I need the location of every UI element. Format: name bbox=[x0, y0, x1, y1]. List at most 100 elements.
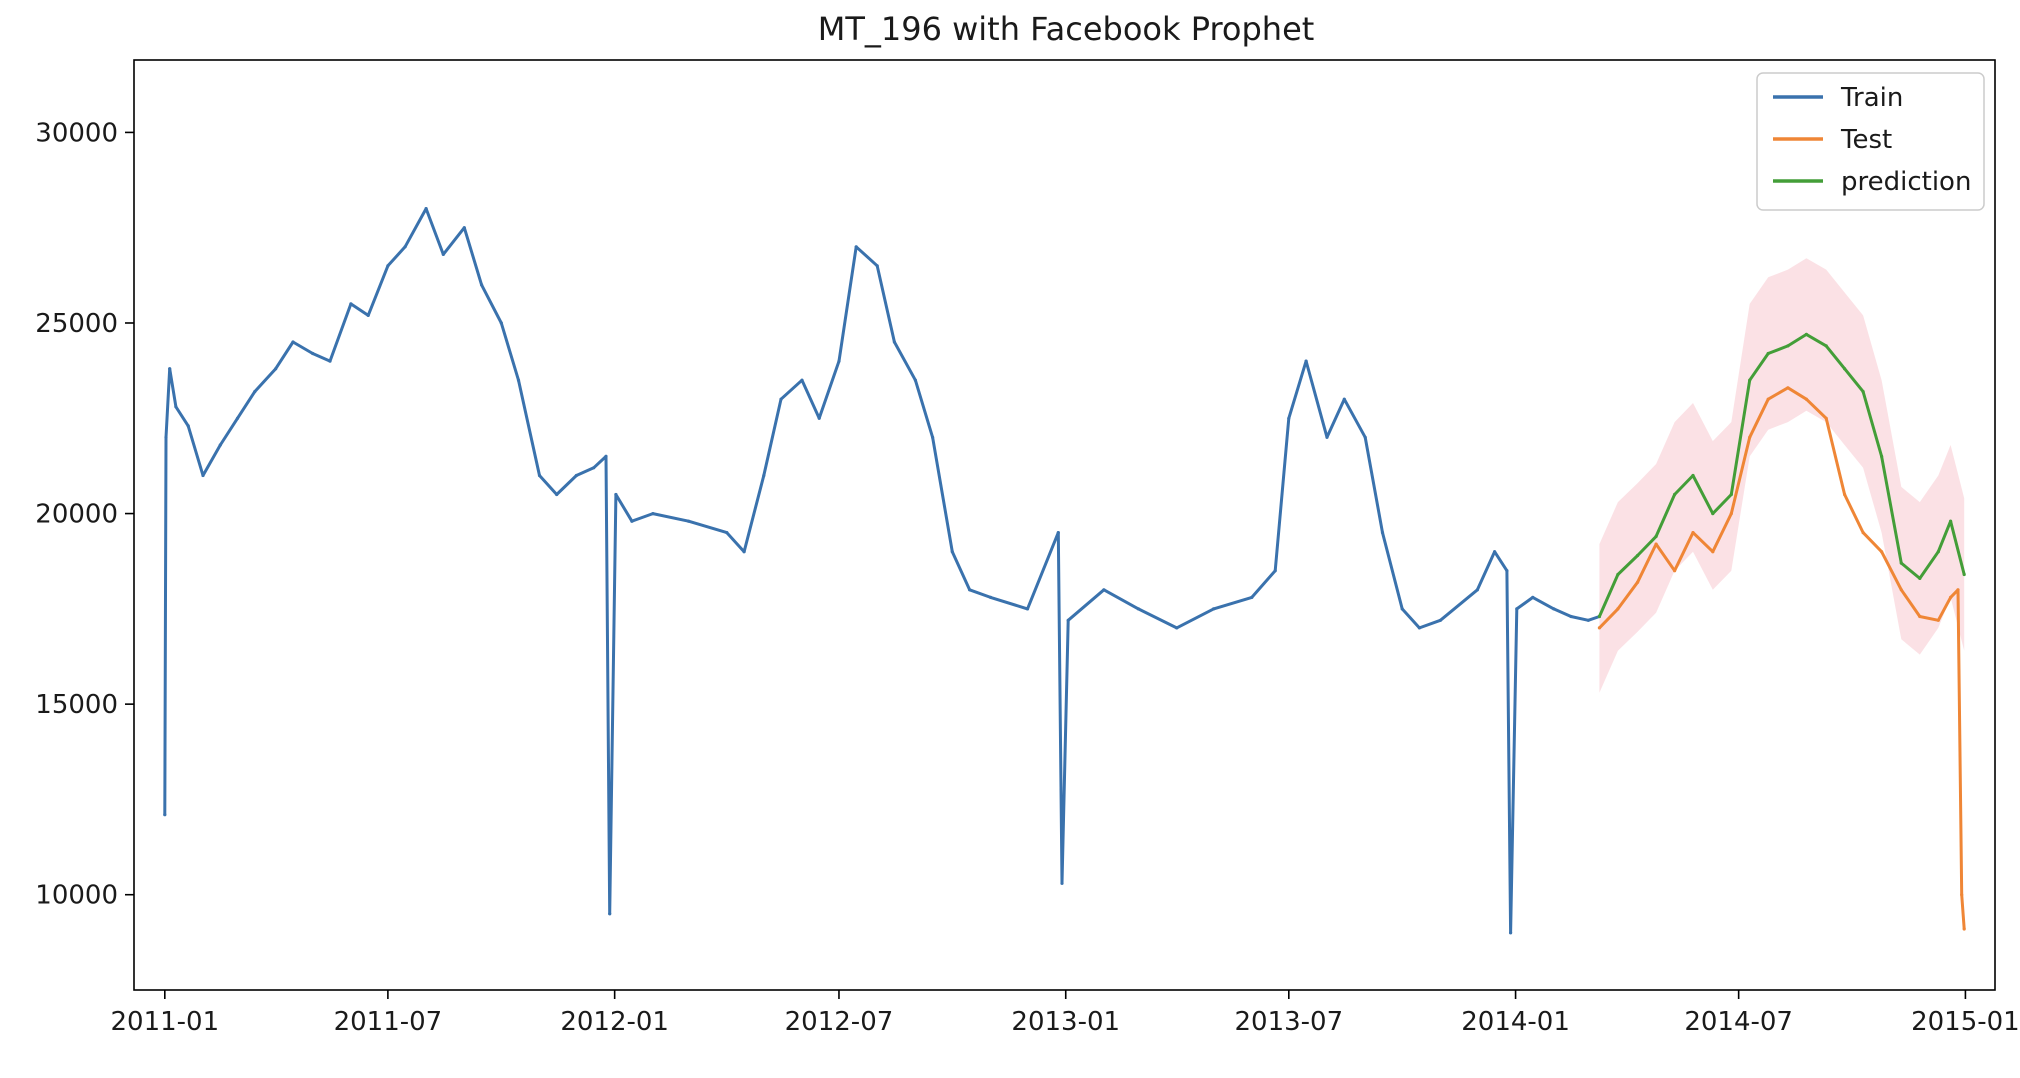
data-point-train bbox=[762, 473, 766, 478]
data-point-train bbox=[800, 378, 804, 382]
data-point-train bbox=[1342, 397, 1346, 401]
x-tick-label: 2012-07 bbox=[785, 1007, 894, 1037]
data-point-train bbox=[311, 351, 315, 356]
data-point-prediction bbox=[1824, 344, 1828, 348]
y-tick-label: 10000 bbox=[35, 881, 118, 911]
data-point-train bbox=[604, 454, 608, 458]
data-point-train bbox=[1586, 618, 1590, 622]
legend-box bbox=[1756, 72, 1985, 211]
data-point-test bbox=[1616, 607, 1620, 611]
data-point-train bbox=[913, 378, 918, 382]
data-point-train bbox=[817, 416, 821, 420]
data-point-train bbox=[742, 550, 746, 554]
data-point-train bbox=[499, 321, 503, 325]
data-point-test bbox=[1729, 511, 1733, 516]
data-point-train bbox=[875, 264, 879, 268]
x-axis: 2011-01 2011-07 2012-01 2012-07 2013-01 2013-… bbox=[110, 990, 2020, 1037]
data-point-train bbox=[989, 595, 993, 600]
data-point-train bbox=[1060, 881, 1064, 885]
x-tick-label: 2014-01 bbox=[1461, 1007, 1570, 1037]
data-point-test bbox=[1880, 550, 1884, 554]
data-point-test bbox=[1711, 550, 1715, 554]
data-point-test bbox=[1960, 893, 1964, 897]
data-point-train bbox=[1056, 531, 1060, 535]
data-point-test bbox=[1597, 626, 1601, 630]
data-point-train bbox=[614, 492, 618, 497]
data-point-train bbox=[274, 367, 278, 371]
series-layer bbox=[163, 207, 1966, 935]
data-point-test bbox=[1804, 397, 1808, 401]
data-point-prediction bbox=[1654, 534, 1658, 539]
confidence-band-layer bbox=[1599, 258, 1965, 693]
data-point-train bbox=[1475, 588, 1479, 592]
data-point-train bbox=[1325, 435, 1329, 439]
data-point-train bbox=[164, 435, 168, 439]
data-point-train bbox=[837, 359, 841, 363]
data-point-train bbox=[218, 443, 222, 447]
data-point-prediction bbox=[1729, 492, 1733, 497]
data-point-train bbox=[1363, 435, 1367, 439]
data-point-train bbox=[931, 435, 935, 439]
data-point-train bbox=[253, 390, 257, 394]
data-point-train bbox=[174, 405, 178, 409]
series-train bbox=[163, 207, 1601, 935]
data-point-train bbox=[1400, 607, 1404, 611]
data-point-prediction bbox=[1786, 344, 1790, 348]
data-point-train bbox=[1175, 626, 1179, 630]
data-point-train bbox=[516, 378, 521, 382]
x-tick-label: 2011-01 bbox=[110, 1007, 219, 1037]
data-point-test bbox=[1786, 386, 1790, 390]
data-point-prediction bbox=[1711, 511, 1715, 516]
legend-label-test: Test bbox=[1840, 125, 1892, 155]
data-point-test bbox=[1949, 595, 1953, 600]
data-point-train bbox=[687, 519, 691, 523]
data-point-test bbox=[1654, 542, 1658, 546]
data-point-train bbox=[1066, 618, 1070, 622]
data-point-train bbox=[1531, 595, 1535, 600]
data-point-train bbox=[424, 207, 428, 211]
data-point-train bbox=[1304, 359, 1308, 363]
data-point-train bbox=[630, 519, 634, 523]
data-point-train bbox=[555, 492, 559, 497]
y-tick-label: 25000 bbox=[35, 309, 118, 339]
data-point-train bbox=[1505, 569, 1509, 573]
data-point-train bbox=[574, 473, 579, 478]
series-prediction bbox=[1597, 332, 1966, 619]
x-tick-label: 2015-01 bbox=[1911, 1007, 2020, 1037]
data-point-train bbox=[366, 313, 370, 317]
data-point-train bbox=[403, 245, 407, 249]
data-point-train bbox=[291, 340, 295, 344]
data-point-train bbox=[1509, 931, 1513, 935]
data-point-test bbox=[1673, 569, 1677, 573]
data-point-train bbox=[968, 588, 972, 592]
data-point-train bbox=[441, 252, 445, 256]
data-point-train bbox=[480, 283, 484, 287]
x-tick-label: 2011-07 bbox=[334, 1007, 443, 1037]
x-tick-label: 2012-01 bbox=[560, 1007, 669, 1037]
data-point-train bbox=[1250, 595, 1254, 600]
data-point-train bbox=[1273, 569, 1277, 573]
data-point-train bbox=[651, 511, 655, 516]
x-tick-label: 2013-01 bbox=[1011, 1007, 1120, 1037]
data-point-test bbox=[1936, 618, 1940, 622]
data-point-test bbox=[1899, 588, 1903, 592]
data-point-prediction bbox=[1673, 492, 1677, 497]
data-point-train bbox=[1102, 588, 1106, 592]
data-point-test bbox=[1962, 927, 1966, 931]
data-point-test bbox=[1843, 492, 1847, 497]
series-test bbox=[1597, 386, 1966, 931]
plot-frame bbox=[133, 59, 1996, 991]
data-point-train bbox=[1025, 607, 1030, 611]
y-tick-label: 15000 bbox=[35, 690, 118, 720]
data-point-train bbox=[1380, 531, 1385, 535]
data-point-train bbox=[1552, 607, 1556, 611]
data-point-prediction bbox=[1880, 454, 1884, 458]
prediction-interval-band bbox=[1599, 258, 1965, 693]
data-point-train bbox=[235, 416, 240, 420]
y-tick-label: 20000 bbox=[35, 500, 118, 530]
data-point-train bbox=[725, 531, 729, 535]
data-point-train bbox=[163, 813, 167, 817]
data-point-test bbox=[1918, 614, 1922, 619]
data-point-train bbox=[892, 340, 897, 344]
